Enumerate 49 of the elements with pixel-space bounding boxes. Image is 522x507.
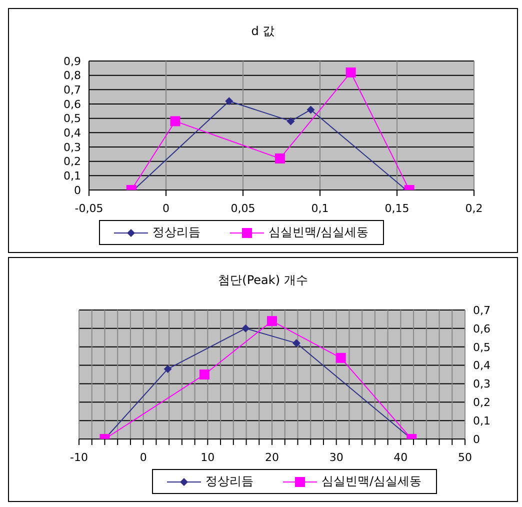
point	[286, 117, 295, 126]
point	[242, 324, 250, 332]
y-tick-label: 0,5	[64, 112, 81, 126]
point	[164, 364, 172, 373]
x-tick-label: 20	[265, 450, 279, 464]
chart-title: 첨단(Peak) 개수	[217, 272, 309, 289]
point	[336, 352, 346, 363]
point	[267, 316, 277, 326]
x-tick-label: -0,05	[74, 202, 104, 215]
y-tick-label: 0,9	[64, 54, 81, 68]
x-tick-label: 10	[200, 450, 215, 464]
chart-title: d 값	[250, 23, 276, 40]
x-tick-label: 0	[140, 450, 147, 464]
y-tick-label: 0,2	[64, 155, 81, 168]
point	[346, 67, 356, 78]
y2-tick-label: 0,4	[473, 359, 490, 372]
y-tick-label: 0,3	[64, 140, 81, 154]
y-tick-label: 0,8	[64, 69, 81, 82]
x-tick-label: 30	[329, 450, 344, 464]
point	[170, 116, 180, 126]
y-tick-label: 0,6	[64, 98, 81, 111]
y2-tick-label: 0,3	[473, 378, 490, 391]
legend-label: 정상리듬	[152, 224, 200, 241]
point	[306, 106, 315, 114]
x-tick-label: 0,2	[465, 202, 483, 215]
x-tick-label: 0,15	[384, 202, 410, 215]
x-tick-label: 50	[458, 450, 472, 464]
y2-tick-label: 0,1	[473, 414, 490, 428]
y2-tick-label: 0,2	[473, 396, 490, 410]
y-tick-label: 0,4	[64, 126, 81, 140]
x-tick-label: 0,1	[311, 202, 329, 215]
y2-tick-label: 0,6	[473, 322, 490, 336]
point	[199, 370, 210, 380]
x-tick-label: 0,05	[230, 202, 256, 215]
x-tick-label: 0	[162, 202, 170, 215]
point	[225, 97, 234, 106]
legend-label: 심실빈맥/심실세동	[321, 473, 422, 490]
y-tick-label: 0,1	[64, 170, 81, 183]
y-tick-label: 0	[74, 184, 81, 197]
legend-label: 심실빈맥/심실세동	[268, 224, 369, 241]
y-tick-label: 0,7	[64, 84, 81, 97]
point	[292, 339, 300, 348]
y2-tick-label: 0,7	[473, 304, 490, 317]
point	[274, 153, 285, 164]
legend-label: 정상리듬	[205, 473, 254, 490]
x-tick-label: 40	[394, 450, 408, 464]
y2-tick-label: 0,5	[473, 340, 490, 354]
y2-tick-label: 0	[473, 432, 480, 446]
x-tick-label: -10	[70, 450, 88, 464]
